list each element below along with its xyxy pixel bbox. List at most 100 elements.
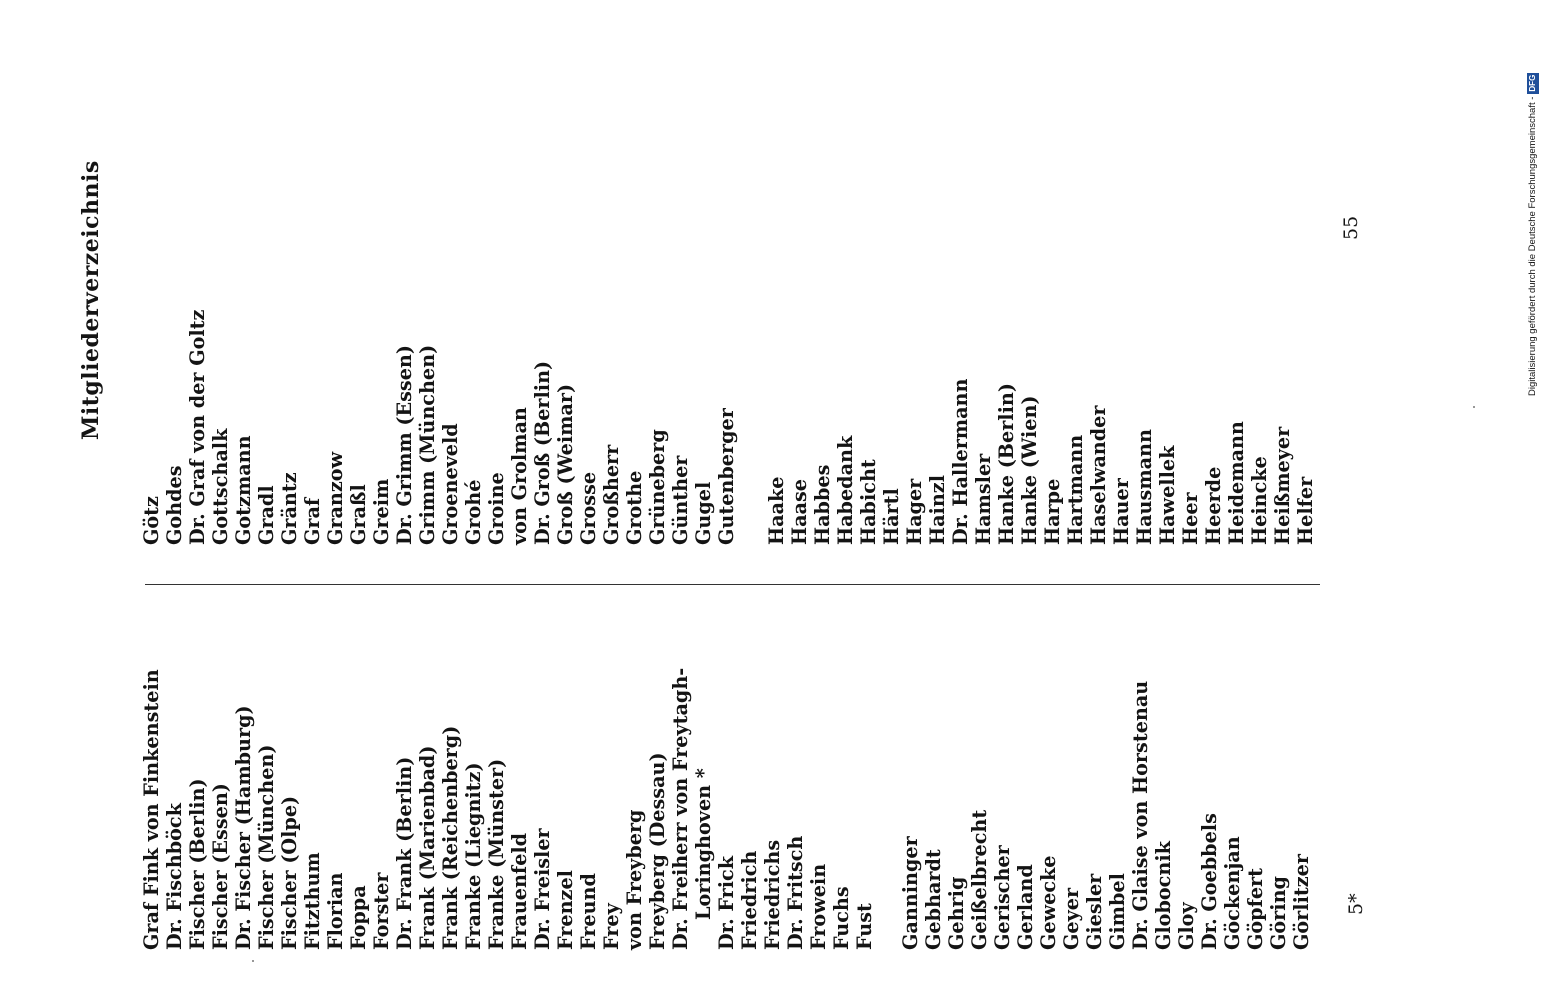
member-entry: Graf (301, 497, 324, 545)
member-entry: Dr. Glaise von Horstenau (1129, 680, 1152, 950)
member-entry: Fischer (Olpe) (278, 795, 301, 950)
member-entry: Heincke (1248, 456, 1271, 545)
member-entry: von Freyberg (623, 809, 646, 950)
member-entry: Dr. Fritsch (784, 835, 807, 950)
member-entry: Franke (Liegnitz) (462, 762, 485, 950)
member-entry: Harpe (1041, 478, 1064, 545)
member-entry: Haake (765, 476, 788, 546)
member-entry: Frauenfeld (508, 832, 531, 950)
member-entry: Graf Fink von Finkenstein (140, 669, 163, 950)
page-number-left: 5* (1345, 893, 1367, 915)
member-entry: Grosse (577, 471, 600, 545)
member-entry: Graßl (347, 484, 370, 545)
member-entry: Forster (370, 872, 393, 950)
member-entry: Groß (Weimar) (554, 383, 577, 545)
member-entry: Hartmann (1064, 434, 1087, 545)
member-entry: Härtl (880, 488, 903, 545)
member-entry: Gehrig (945, 876, 968, 950)
member-entry: Frenzel (554, 870, 577, 950)
member-entry: Grüneberg (646, 429, 669, 545)
member-entry: Dr. Hallermann (949, 378, 972, 545)
member-entry: Heißmeyer (1271, 426, 1294, 545)
member-entry: Gebhardt (922, 849, 945, 950)
member-entry: Helfer (1294, 476, 1317, 545)
member-entry: Dr. Frick (715, 855, 738, 950)
member-entry: Giesler (1083, 873, 1106, 950)
scan-speck (1473, 406, 1475, 408)
member-entry: Gimbel (1106, 873, 1129, 950)
member-entry: Fischer (Berlin) (186, 778, 209, 950)
scan-speck (252, 960, 254, 962)
member-entry: Heerde (1202, 466, 1225, 545)
member-entry: Göckenjan (1221, 836, 1244, 950)
member-entry: Gloy (1175, 902, 1198, 950)
member-entry: von Grolman (508, 407, 531, 545)
member-entry: Gewecke (1037, 855, 1060, 950)
member-entry: Dr. Graf von der Goltz (186, 309, 209, 545)
member-entry: Dr. Groß (Berlin) (531, 360, 554, 545)
member-entry: Gugel (692, 481, 715, 545)
member-list-right-top: Götz Gohdes Dr. Graf von der Goltz Gottscha… (140, 310, 738, 545)
member-entry: Greim (370, 478, 393, 545)
member-entry: Groine (485, 472, 508, 545)
member-entry: Geißelbrecht (968, 809, 991, 950)
member-entry: Dr. Frank (Berlin) (393, 756, 416, 950)
member-entry: Gräntz (278, 472, 301, 545)
member-entry: Freyberg (Dessau) (646, 752, 669, 950)
member-entry: Franke (Münster) (485, 758, 508, 950)
member-entry: Hawellek (1156, 445, 1179, 545)
member-entry: Habicht (857, 459, 880, 545)
member-entry: Fuchs (830, 886, 853, 950)
member-entry: Dr. Grimm (Essen) (393, 345, 416, 545)
member-entry: Gohdes (163, 465, 186, 545)
member-entry: Dr. Freisler (531, 828, 554, 950)
member-entry: Hauer (1110, 478, 1133, 545)
column-divider (145, 584, 1320, 585)
member-entry: Günther (669, 455, 692, 545)
member-entry: Habedank (834, 435, 857, 545)
member-entry: Globocnik (1152, 841, 1175, 950)
member-entry: Dr. Goebbels (1198, 813, 1221, 950)
member-entry: Hanke (Wien) (1018, 395, 1041, 545)
member-entry: Haselwander (1087, 405, 1110, 546)
member-entry: Loringhoven * (692, 768, 715, 920)
member-entry: Götz (140, 496, 163, 545)
member-entry: Hainzl (926, 475, 949, 545)
member-entry: Hager (903, 478, 926, 545)
dfg-logo: DFG (1527, 72, 1539, 94)
member-entry: Freund (577, 873, 600, 950)
member-entry: Frank (Marienbad) (416, 745, 439, 950)
member-entry: Göpfert (1244, 867, 1267, 950)
member-list-left: Graf Fink von Finkenstein Dr. Fischböck Fi… (140, 668, 1313, 950)
rotated-page: Mitgliederverzeichnis Graf Fink von Fink… (78, 160, 1367, 950)
member-entry: Grohé (462, 479, 485, 545)
member-entry: Granzow (324, 451, 347, 545)
member-entry: Fischer (Essen) (209, 783, 232, 950)
member-entry: Hausmann (1133, 429, 1156, 545)
member-entry: Gradl (255, 485, 278, 545)
member-entry: Fitzthum (301, 852, 324, 950)
member-entry (876, 668, 899, 950)
member-entry: Großherr (600, 444, 623, 545)
member-entry: Florian (324, 872, 347, 951)
member-entry: Geyer (1060, 887, 1083, 950)
member-entry: Grothe (623, 470, 646, 545)
member-entry: Gerischer (991, 845, 1014, 950)
member-entry: Hamsler (972, 453, 995, 545)
page-title: Mitgliederverzeichnis (78, 160, 104, 440)
member-entry: Frowein (807, 863, 830, 950)
member-entry: Fischer (München) (255, 744, 278, 950)
member-entry: Gerland (1014, 864, 1037, 950)
member-list-right-bottom: Haake Haase Habbes Habedank Habicht Härtl Hage… (765, 379, 1317, 545)
member-entry: Dr. Freiherr von Freytagh- (669, 667, 692, 950)
member-entry: Grimm (München) (416, 344, 439, 545)
member-entry: Friedrichs (761, 839, 784, 950)
member-entry: Dr. Fischböck (163, 803, 186, 950)
member-entry: Göring (1267, 876, 1290, 950)
member-entry: Frey (600, 903, 623, 950)
member-entry: Friedrich (738, 850, 761, 950)
member-entry: Gottschalk (209, 428, 232, 545)
member-entry: Heer (1179, 492, 1202, 545)
member-entry: Groeneveld (439, 423, 462, 545)
member-entry: Foppa (347, 885, 370, 950)
